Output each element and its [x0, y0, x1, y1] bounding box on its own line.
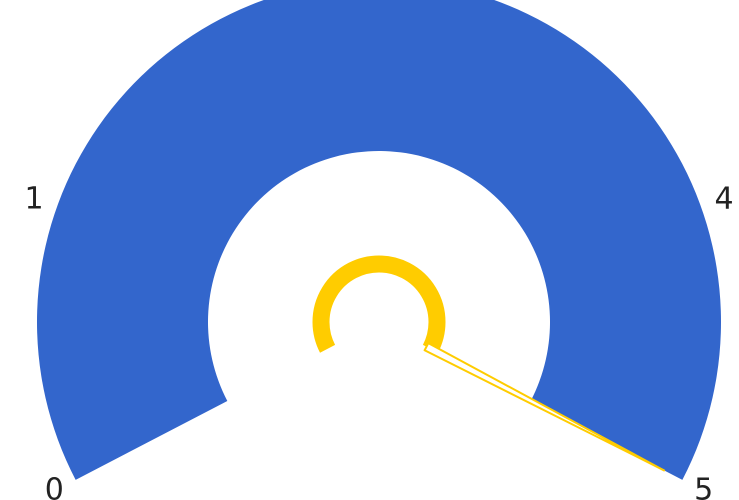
tick-label-0: 0: [45, 473, 64, 500]
tick-label-4: 4: [714, 181, 733, 216]
tick-label-2: 2: [224, 0, 243, 3]
gauge-pointer-needle: [423, 342, 666, 472]
tick-label-3: 3: [515, 0, 534, 3]
gauge-tick-labels: 0 1 2 3 4 5: [24, 0, 733, 500]
tick-label-1: 1: [24, 181, 43, 216]
tick-label-5: 5: [694, 473, 713, 500]
gauge-band: [37, 0, 721, 480]
gauge-pointer-hub: [312, 255, 446, 353]
